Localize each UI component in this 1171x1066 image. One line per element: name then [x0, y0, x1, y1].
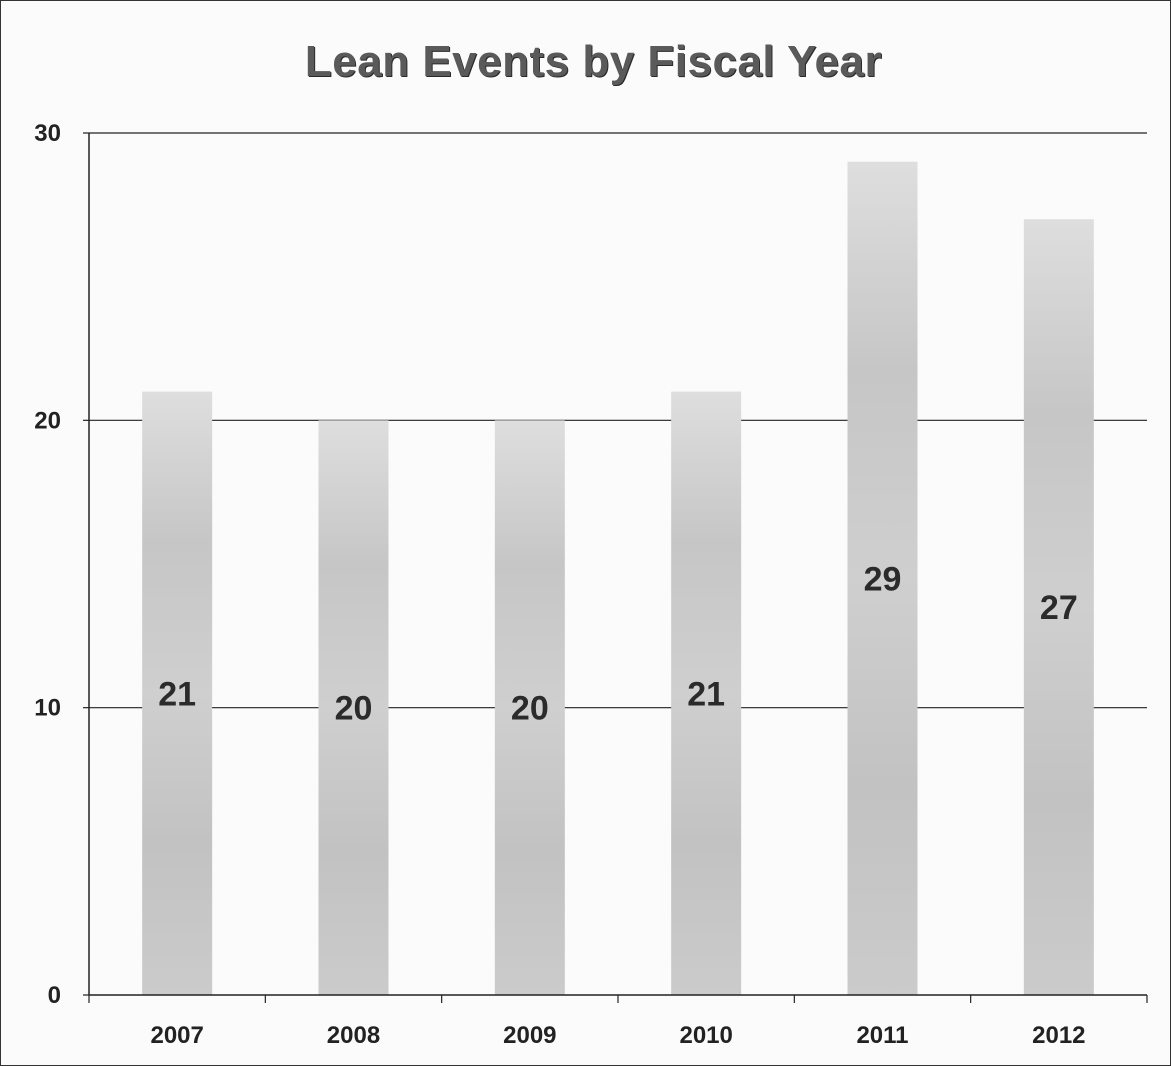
data-label-2012: 27 — [1040, 589, 1078, 627]
bar-2008 — [318, 420, 389, 995]
y-tick-label-30: 30 — [34, 120, 61, 147]
y-tick-label-10: 10 — [34, 695, 61, 722]
bar-2009 — [494, 420, 565, 995]
chart-title: Lean Events by Fiscal Year — [304, 37, 883, 86]
y-tick-label-20: 20 — [34, 407, 61, 434]
axes: 0 10 20 30 2007 2008 2009 2010 2011 2012 — [34, 120, 1148, 1049]
x-tick-label-2010: 2010 — [679, 1022, 732, 1049]
gridlines — [89, 132, 1147, 709]
bar-2011 — [847, 161, 918, 995]
data-label-2010: 21 — [687, 675, 725, 713]
data-label-2007: 21 — [158, 675, 196, 713]
x-tick-label-2012: 2012 — [1032, 1022, 1085, 1049]
x-tick-label-2009: 2009 — [503, 1022, 556, 1049]
bar-2012 — [1023, 219, 1094, 995]
x-tick-label-2011: 2011 — [856, 1022, 908, 1049]
y-tick-label-0: 0 — [48, 982, 61, 1009]
bars — [142, 161, 1094, 996]
x-tick-label-2007: 2007 — [150, 1022, 203, 1049]
data-labels: 21 20 20 21 29 27 — [158, 560, 1077, 727]
data-label-2011: 29 — [864, 560, 902, 598]
bar-2007 — [142, 391, 213, 996]
data-label-2009: 20 — [511, 690, 549, 728]
data-label-2008: 20 — [335, 690, 373, 728]
bar-2010 — [671, 391, 742, 996]
x-tick-label-2008: 2008 — [327, 1022, 380, 1049]
